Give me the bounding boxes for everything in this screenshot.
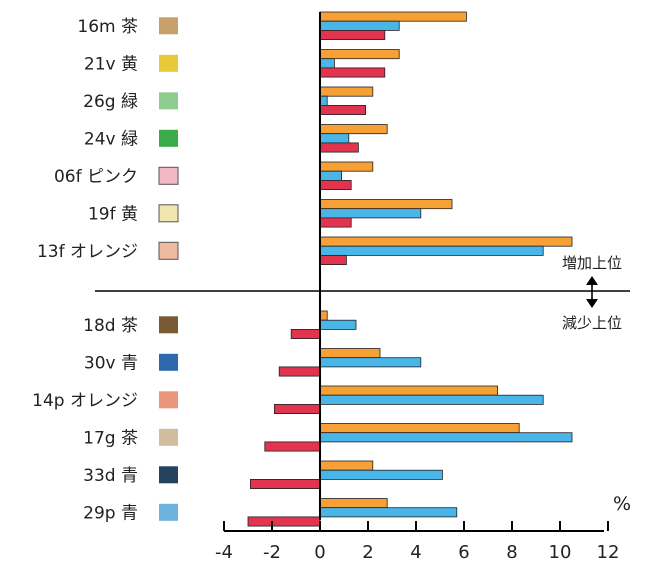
bar <box>247 516 321 527</box>
bars-layer <box>247 11 573 527</box>
bar <box>319 348 381 359</box>
bar <box>319 498 388 509</box>
category-label: 18d 茶 <box>83 316 138 336</box>
color-swatch <box>159 503 178 521</box>
bar <box>319 95 328 106</box>
bar <box>319 245 544 256</box>
color-swatch <box>159 129 178 147</box>
color-swatch <box>159 466 178 484</box>
bar <box>278 366 321 377</box>
category-label: 21v 黄 <box>84 54 138 74</box>
x-tick-label: 8 <box>506 542 517 563</box>
category-label: 14p オレンジ <box>32 391 138 411</box>
bar <box>290 328 321 339</box>
color-swatch <box>159 54 178 72</box>
bar <box>319 58 335 69</box>
bar <box>319 423 520 434</box>
bar <box>319 179 352 190</box>
divider-label-down: 減少上位 <box>562 314 622 332</box>
color-swatch <box>159 92 178 110</box>
bar <box>273 403 321 414</box>
color-swatch <box>158 204 179 223</box>
bar <box>319 124 388 135</box>
x-tick-label: 6 <box>458 542 469 563</box>
category-label: 06f ピンク <box>54 167 138 187</box>
bar <box>319 217 352 228</box>
x-tick-label: -2 <box>263 542 281 563</box>
color-swatch <box>158 166 179 185</box>
x-tick-label: 12 <box>597 542 620 563</box>
category-labels: 16m 茶 21v 黄 26g 緑 24v 緑 06f ピンク 19f 黄 13f オレンジ… <box>32 17 179 523</box>
x-tick-label: 2 <box>362 542 373 563</box>
x-ticks: -4 -2 0 2 4 6 8 10 12 <box>215 521 619 563</box>
x-tick-label: -4 <box>215 542 233 563</box>
bar <box>319 161 374 172</box>
bar <box>249 478 321 489</box>
category-label: 26g 緑 <box>83 92 138 112</box>
bar <box>319 460 374 471</box>
bar <box>319 469 443 480</box>
color-swatch <box>159 316 178 334</box>
up-down-arrow-icon <box>586 276 598 308</box>
bar <box>319 49 400 60</box>
bar <box>319 142 359 153</box>
category-label: 17g 茶 <box>83 428 138 448</box>
category-label: 13f オレンジ <box>37 242 138 262</box>
color-swatch <box>158 241 179 260</box>
bar <box>319 357 422 368</box>
x-tick-label: 10 <box>549 542 572 563</box>
bar <box>319 254 347 265</box>
bar <box>319 432 573 443</box>
color-swatch <box>159 353 178 371</box>
category-label: 24v 緑 <box>84 129 138 149</box>
bar <box>319 29 386 40</box>
color-swatch <box>159 428 178 446</box>
bar <box>319 394 544 405</box>
bar <box>319 319 357 330</box>
bar <box>319 105 366 116</box>
category-label: 16m 茶 <box>77 17 138 37</box>
x-tick-label: 4 <box>410 542 421 563</box>
category-label: 33d 青 <box>83 466 138 486</box>
axes: -4 -2 0 2 4 6 8 10 12 % 増加上位 減少上位 <box>95 12 631 563</box>
bar <box>319 208 422 219</box>
bar <box>319 67 386 78</box>
x-tick-label: 0 <box>314 542 325 563</box>
divider-label-up: 増加上位 <box>562 254 622 272</box>
bar <box>319 86 374 97</box>
bar <box>319 170 343 181</box>
bar <box>319 133 350 144</box>
category-label: 30v 青 <box>84 353 138 373</box>
bar <box>319 11 467 22</box>
bar <box>319 199 453 210</box>
bar <box>319 507 458 518</box>
bar <box>264 441 321 452</box>
category-label: 29p 青 <box>83 503 138 523</box>
color-swatch <box>159 17 178 35</box>
category-label: 19f 黄 <box>88 204 138 224</box>
unit-label: % <box>613 493 631 515</box>
color-swatch <box>159 391 178 409</box>
bar <box>319 385 499 396</box>
bar <box>319 20 400 31</box>
bar <box>319 236 573 247</box>
bar <box>319 310 328 321</box>
